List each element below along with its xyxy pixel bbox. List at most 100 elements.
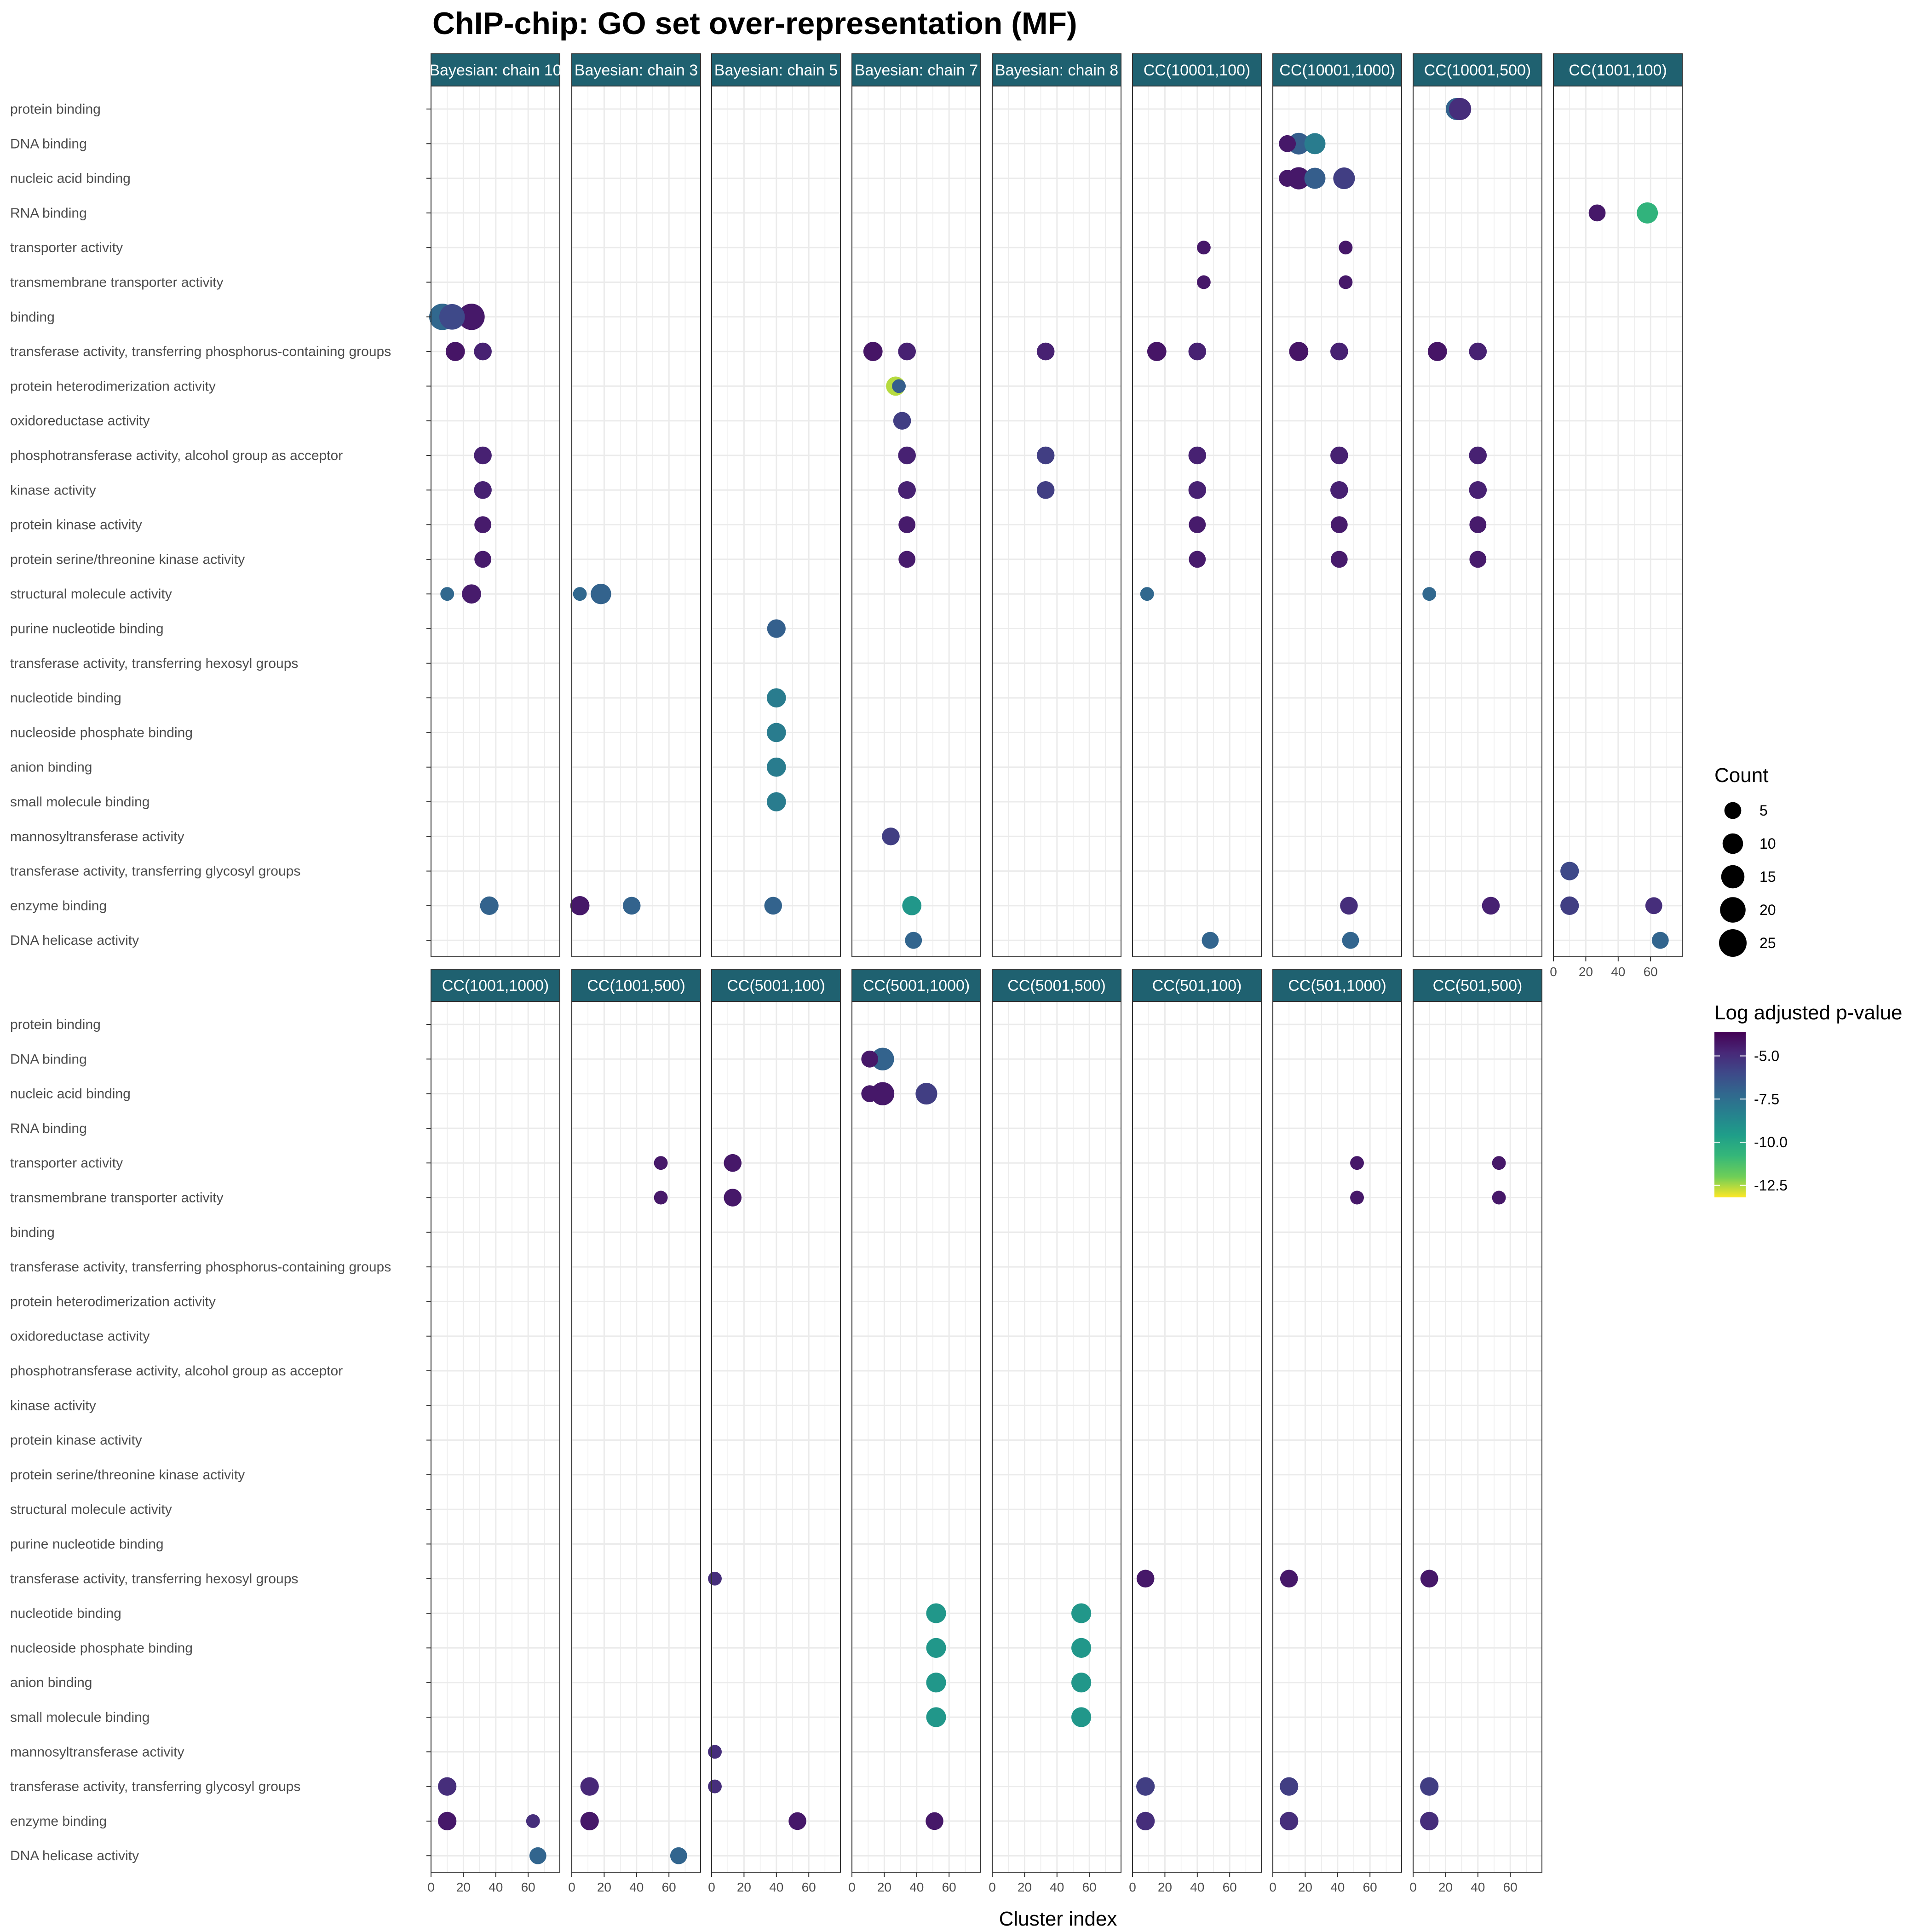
data-point bbox=[1427, 342, 1447, 361]
data-point bbox=[1469, 342, 1487, 361]
y-tick-label: RNA binding bbox=[10, 206, 87, 221]
data-point bbox=[1342, 932, 1359, 949]
facet-panel: CC(1001,1000) bbox=[430, 969, 560, 1873]
y-tick-label: phosphotransferase activity, alcohol gro… bbox=[10, 448, 343, 463]
y-tick-label: transporter activity bbox=[10, 240, 123, 255]
data-point bbox=[764, 897, 782, 915]
data-point bbox=[474, 516, 492, 533]
color-bar bbox=[1714, 1032, 1746, 1197]
x-axis-title: Cluster index bbox=[999, 1908, 1117, 1930]
data-point bbox=[1279, 135, 1296, 152]
x-tick-label: 60 bbox=[802, 1880, 816, 1894]
data-point bbox=[898, 551, 916, 568]
facet-strip-label: CC(1001,100) bbox=[1569, 62, 1667, 79]
y-tick-label: protein heterodimerization activity bbox=[10, 1294, 216, 1309]
data-point bbox=[462, 584, 481, 604]
facet-panel: CC(1001,100) bbox=[1552, 53, 1683, 957]
facet-strip bbox=[711, 969, 841, 1002]
data-point bbox=[580, 1777, 599, 1796]
x-tick-label: 40 bbox=[1190, 1880, 1204, 1894]
x-tick-label: 20 bbox=[456, 1880, 471, 1894]
x-tick-label: 20 bbox=[1438, 1880, 1453, 1894]
data-point bbox=[898, 516, 916, 533]
y-tick-label: anion binding bbox=[10, 1675, 92, 1690]
facet-strip-label: CC(501,100) bbox=[1152, 977, 1242, 995]
x-tick-label: 20 bbox=[1158, 1880, 1172, 1894]
data-point bbox=[898, 481, 916, 499]
facet-strip-label: CC(5001,500) bbox=[1007, 977, 1106, 995]
y-tick-label: RNA binding bbox=[10, 1121, 87, 1136]
x-tick-label: 40 bbox=[1330, 1880, 1345, 1894]
facet-strip bbox=[711, 53, 841, 86]
y-tick-label: protein serine/threonine kinase activity bbox=[10, 552, 245, 567]
x-tick-label: 0 bbox=[427, 1880, 435, 1894]
y-tick-label: nucleoside phosphate binding bbox=[10, 1640, 193, 1656]
x-tick-label: 40 bbox=[489, 1880, 503, 1894]
facet-strip bbox=[1413, 969, 1542, 1002]
data-point bbox=[1280, 1811, 1299, 1831]
x-tick-label: 0 bbox=[1129, 1880, 1136, 1894]
x-tick-label: 0 bbox=[1550, 965, 1557, 979]
y-tick-label: transferase activity, transferring glyco… bbox=[10, 864, 300, 879]
y-tick-label: kinase activity bbox=[10, 1398, 96, 1413]
data-point bbox=[766, 723, 786, 742]
y-tick-label: oxidoreductase activity bbox=[10, 1329, 150, 1344]
y-tick-label: transmembrane transporter activity bbox=[10, 275, 224, 290]
y-tick-label: nucleoside phosphate binding bbox=[10, 725, 193, 740]
data-point bbox=[708, 1745, 722, 1759]
facet-panel: CC(501,1000) bbox=[1272, 969, 1402, 1873]
y-tick-label: small molecule binding bbox=[10, 1710, 150, 1725]
facet-panel: Bayesian: chain 7 bbox=[851, 53, 981, 957]
facet-strip bbox=[1272, 969, 1402, 1002]
x-tick-label: 20 bbox=[1298, 1880, 1312, 1894]
panel-border bbox=[571, 86, 701, 957]
data-point bbox=[580, 1811, 599, 1831]
x-tick-label: 20 bbox=[597, 1880, 611, 1894]
data-point bbox=[1469, 516, 1487, 533]
y-tick-label: transferase activity, transferring phosp… bbox=[10, 344, 391, 359]
data-point bbox=[1340, 897, 1358, 915]
x-tick-label: 0 bbox=[989, 1880, 996, 1894]
x-tick-label: 20 bbox=[737, 1880, 751, 1894]
panel-border bbox=[1272, 86, 1402, 957]
data-point bbox=[708, 1571, 722, 1586]
data-point bbox=[1469, 551, 1487, 568]
facet-panel: CC(10001,500) bbox=[1412, 53, 1542, 957]
data-point bbox=[1350, 1156, 1364, 1170]
data-point bbox=[892, 379, 906, 393]
data-point bbox=[893, 412, 911, 430]
data-point bbox=[1330, 446, 1348, 465]
data-point bbox=[1036, 446, 1055, 465]
data-point bbox=[1279, 170, 1296, 187]
y-tick-label: structural molecule activity bbox=[10, 586, 172, 602]
y-tick-label: binding bbox=[10, 1225, 55, 1240]
panels-layer: Bayesian: chain 10 Bayesian: chain 3 Bayes… bbox=[427, 53, 1683, 1894]
data-point bbox=[1330, 551, 1348, 568]
x-tick-label: 20 bbox=[1018, 1880, 1032, 1894]
data-point bbox=[1036, 342, 1055, 361]
facet-panel: CC(501,100) bbox=[1132, 969, 1262, 1873]
y-tick-label: transferase activity, transferring glyco… bbox=[10, 1779, 300, 1794]
x-tick-label: 40 bbox=[1471, 1880, 1485, 1894]
legend: Count 5 10 15 20 25 Log adjusted p-value -5.0 -7… bbox=[1714, 764, 1903, 1197]
y-tick-label: protein serine/threonine kinase activity bbox=[10, 1467, 245, 1483]
panel-border bbox=[1132, 86, 1262, 957]
data-point bbox=[1136, 1777, 1155, 1796]
facet-strip-label: Bayesian: chain 5 bbox=[714, 62, 838, 79]
y-tick-label: protein kinase activity bbox=[10, 1433, 142, 1448]
data-point bbox=[898, 342, 916, 361]
facet-strip-label: CC(1001,1000) bbox=[442, 977, 549, 995]
data-point bbox=[1645, 897, 1662, 914]
facet-strip bbox=[431, 53, 560, 86]
data-point bbox=[767, 619, 786, 638]
chart-title: ChIP-chip: GO set over-representation (M… bbox=[432, 6, 1077, 41]
y-tick-label: protein kinase activity bbox=[10, 518, 142, 533]
y-tick-label: DNA binding bbox=[10, 1052, 87, 1067]
data-point bbox=[871, 1047, 894, 1071]
color-legend-label: -12.5 bbox=[1754, 1177, 1788, 1194]
facet-strip-label: Bayesian: chain 10 bbox=[429, 62, 561, 79]
data-point bbox=[526, 1814, 540, 1828]
data-point bbox=[926, 1638, 946, 1658]
y-tick-label: kinase activity bbox=[10, 483, 96, 498]
data-point bbox=[1449, 98, 1472, 121]
